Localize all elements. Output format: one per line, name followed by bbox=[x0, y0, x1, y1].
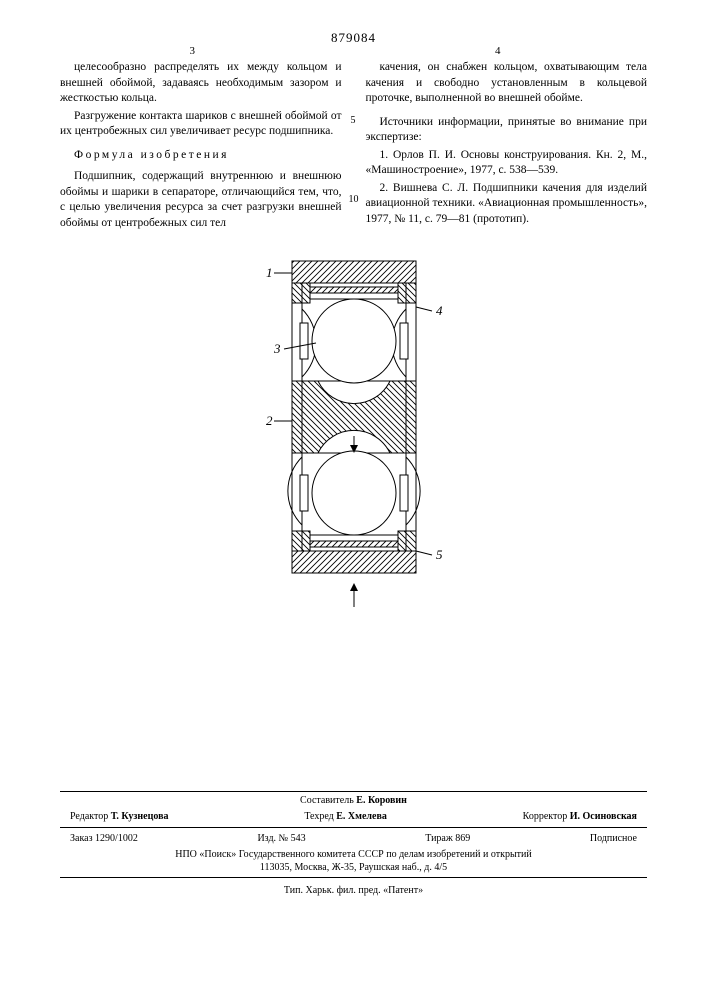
divider bbox=[60, 877, 647, 878]
tech-cell: Техред Е. Хмелева bbox=[304, 810, 387, 824]
compiler-label: Составитель bbox=[300, 795, 354, 806]
divider bbox=[60, 827, 647, 828]
left-column: 3 целесообразно распределять их между ко… bbox=[60, 60, 342, 233]
org-line: НПО «Поиск» Государственного комитета СС… bbox=[60, 848, 647, 862]
figure-label-4: 4 bbox=[436, 303, 443, 318]
compiler-line: Составитель Е. Коровин bbox=[60, 794, 647, 808]
print-meta-row: Заказ 1290/1002 Изд. № 543 Тираж 869 Под… bbox=[60, 830, 647, 848]
tirage-cell: Тираж 869 bbox=[425, 832, 470, 846]
figure-label-2: 2 bbox=[266, 413, 273, 428]
compiler-name: Е. Коровин bbox=[356, 795, 407, 806]
corrector-cell: Корректор И. Осиновская bbox=[523, 810, 637, 824]
line-marker-10: 10 bbox=[349, 193, 359, 207]
right-column: 4 качения, он снабжен кольцом, охватываю… bbox=[366, 60, 648, 233]
line-marker-5: 5 bbox=[351, 114, 356, 128]
document-number: 879084 bbox=[60, 30, 647, 46]
two-column-body: 3 целесообразно распределять их между ко… bbox=[60, 60, 647, 233]
right-para-1: качения, он снабжен кольцом, охватывающи… bbox=[366, 60, 648, 107]
subscription-cell: Подписное bbox=[590, 832, 637, 846]
right-para-3: 1. Орлов П. И. Основы конструирования. К… bbox=[366, 148, 648, 179]
figure-label-1: 1 bbox=[266, 265, 273, 280]
left-para-1: целесообразно распределять их между коль… bbox=[60, 60, 342, 107]
left-para-2: Разгружение контакта шариков с внешней о… bbox=[60, 109, 342, 140]
footer-block: Составитель Е. Коровин Редактор Т. Кузне… bbox=[60, 791, 647, 897]
bearing-diagram: 1 2 3 4 5 bbox=[244, 251, 464, 611]
printer-line: Тип. Харьк. фил. пред. «Патент» bbox=[60, 884, 647, 898]
editor-cell: Редактор Т. Кузнецова bbox=[70, 810, 169, 824]
figure-container: 1 2 3 4 5 bbox=[60, 251, 647, 611]
left-para-3: Подшипник, содержащий внутреннюю и внешн… bbox=[60, 169, 342, 231]
order-cell: Заказ 1290/1002 bbox=[70, 832, 138, 846]
page-col-label-left: 3 bbox=[189, 44, 195, 59]
divider bbox=[60, 791, 647, 792]
edition-cell: Изд. № 543 bbox=[257, 832, 305, 846]
figure-label-5: 5 bbox=[436, 547, 443, 562]
page: 879084 3 целесообразно распределять их м… bbox=[0, 0, 707, 917]
figure-label-3: 3 bbox=[273, 341, 281, 356]
right-para-2: Источники информации, принятые во вниман… bbox=[366, 115, 648, 146]
address-line: 113035, Москва, Ж-35, Раушская наб., д. … bbox=[60, 861, 647, 875]
formula-heading: Формула изобретения bbox=[60, 148, 342, 164]
page-col-label-right: 4 bbox=[495, 44, 501, 59]
credits-row: Редактор Т. Кузнецова Техред Е. Хмелева … bbox=[60, 808, 647, 826]
right-para-4: 2. Вишнева С. Л. Подшипники качения для … bbox=[366, 181, 648, 228]
